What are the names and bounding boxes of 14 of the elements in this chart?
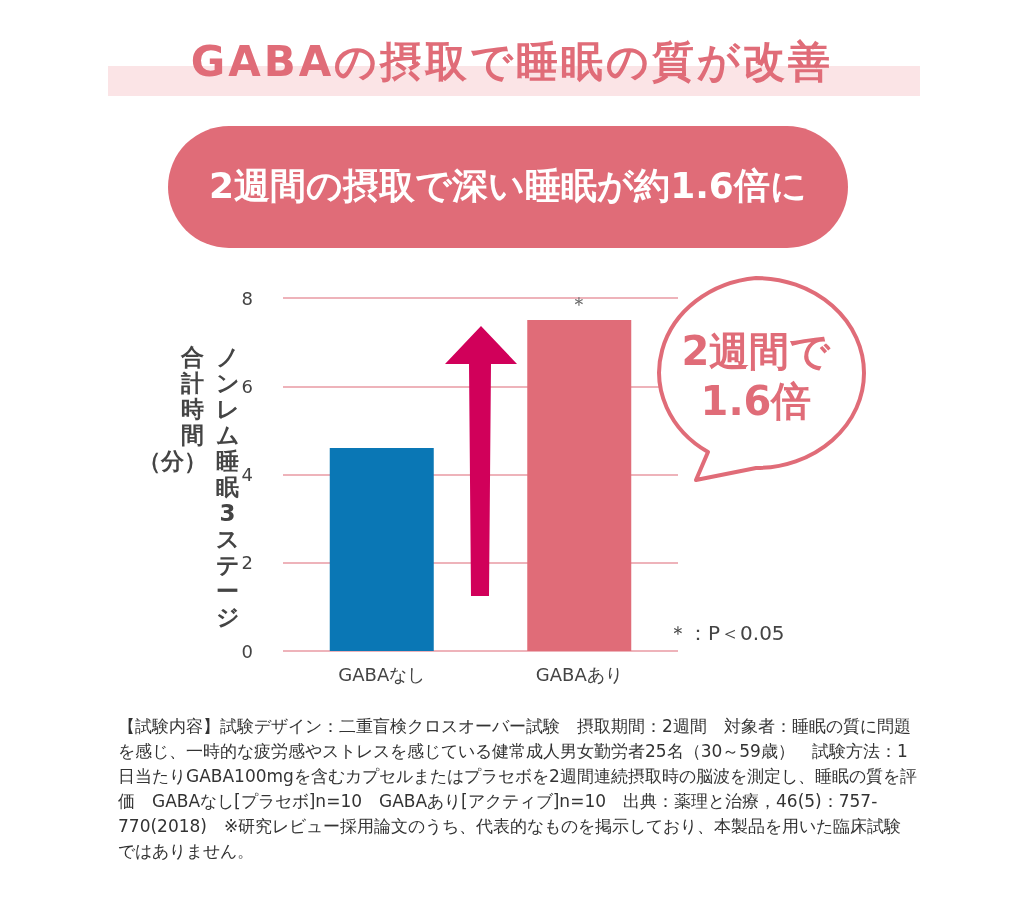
text: 【試験内容】試験デザイン：二重盲検クロスオーバー試験 摂取期間：2週間 対象者：睡眠の質に問題を感じ、一時的な疲労感やストレスを感じている健常成人男女勤労者25名（30～59歳） 試験方法：1日当たりGABA100mgを含むカプセルまたはプラセボを2週間連続摂取時の脳波を測定し、睡眠の質を評価 GABAなし[プラセボ]n=10 GABAあり[アクティブ]n=10 出典：薬理と治療，46(5)：757-770(2018) ※研究レビュー採用論文のうち、代表的なものを掲示しており、本製品を用いた臨床試験ではありません。 (118, 715, 918, 863)
x-tick-label: GABAなし (338, 663, 426, 685)
text: ノンレム睡眠3ステージ合計時間（分） (138, 344, 240, 630)
y-tick-label: 0 (241, 640, 253, 662)
annotation: ＊ (569, 292, 590, 317)
y-tick-label: 6 (241, 375, 253, 397)
y-tick-label: 2 (241, 552, 253, 574)
annotation: ＊：P＜0.05 (668, 620, 785, 647)
y-tick-label: 4 (241, 464, 253, 485)
chart-title: GABAの摂取で睡眠の質が改善 (189, 36, 835, 88)
text: 2週間で 1.6倍 (680, 327, 832, 426)
x-tick-label: GABAあり (535, 663, 623, 685)
chart-subtitle: 2週間の摂取で深い睡眠が約1.6倍に (208, 164, 808, 208)
y-tick-label: 8 (241, 287, 253, 309)
